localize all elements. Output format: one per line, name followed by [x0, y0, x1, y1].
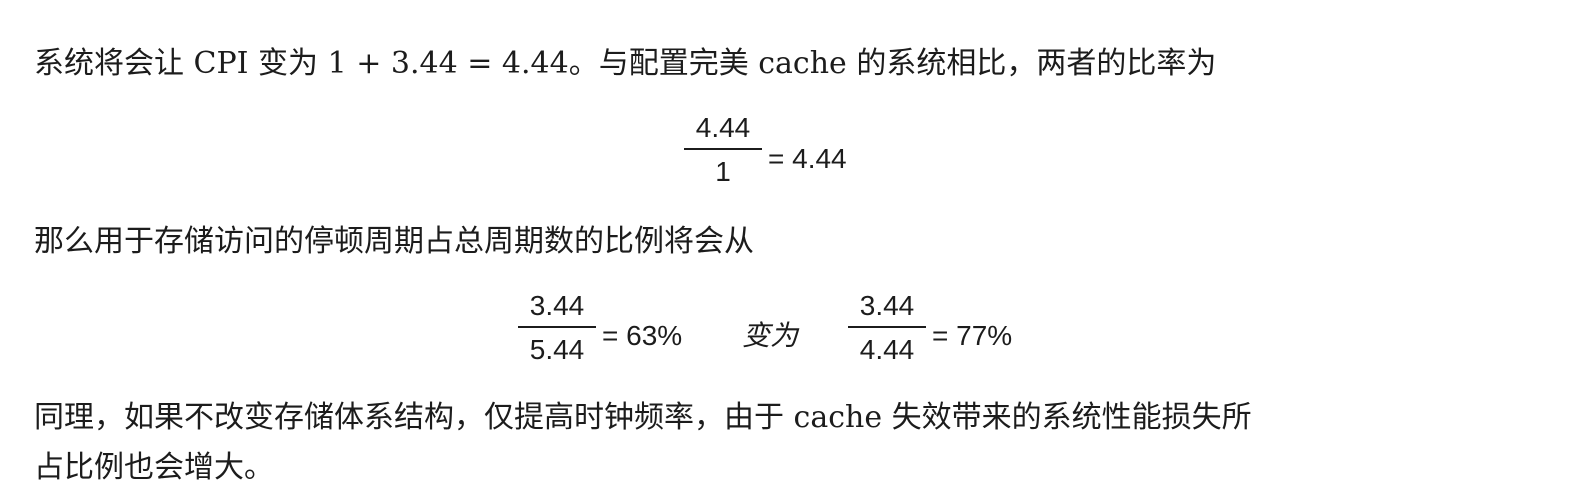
equation-2-connector: 变为: [742, 319, 799, 352]
paragraph-4: 占比例也会增大。: [34, 450, 274, 485]
equation-2-right-numerator: 3.44: [859, 290, 915, 321]
paragraph-3: 同理，如果不改变存储体系结构，仅提高时钟频率，由于 cache 失效带来的系统性…: [34, 400, 1252, 435]
fraction-bar: [684, 148, 762, 150]
equation-1-fraction: 4.44 1: [684, 110, 762, 190]
paragraph-1: 系统将会让 CPI 变为 1 + 3.44 = 4.44。与配置完美 cache…: [34, 46, 1217, 81]
equation-2-right-fraction: 3.44 4.44: [848, 288, 926, 368]
equation-2-left-numerator: 3.44: [529, 290, 585, 321]
equation-2-left-denominator: 5.44: [529, 334, 585, 365]
fraction-bar: [848, 326, 926, 328]
fraction-bar: [518, 326, 596, 328]
equation-2-right-denominator: 4.44: [859, 334, 915, 365]
equation-2-left-fraction: 3.44 5.44: [518, 288, 596, 368]
equation-2-right-result: = 77%: [932, 320, 1013, 351]
equation-1-result: = 4.44: [768, 143, 847, 174]
equation-1-denominator: 1: [715, 156, 731, 187]
paragraph-2: 那么用于存储访问的停顿周期占总周期数的比例将会从: [34, 224, 754, 259]
equation-1-numerator: 4.44: [695, 112, 751, 143]
equation-2-left-result: = 63%: [602, 320, 683, 351]
